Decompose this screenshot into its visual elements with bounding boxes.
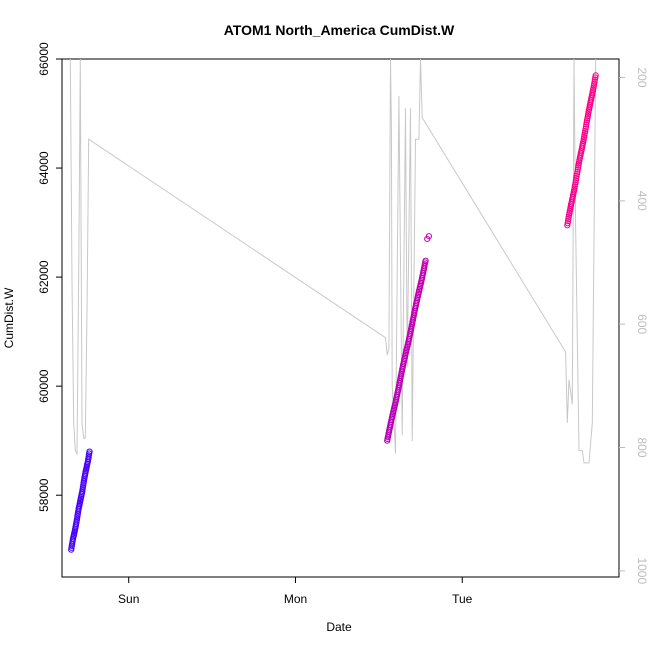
y2-tick-label: 1000 <box>635 557 649 584</box>
x-axis-title: Date <box>326 620 352 634</box>
y-axis-right: 200 400 600 800 1000 <box>619 67 649 584</box>
data-point <box>582 123 590 130</box>
y-tick-label: 62000 <box>37 260 51 294</box>
points-layer <box>68 72 599 553</box>
line-series-layer <box>69 58 597 464</box>
data-point <box>591 78 598 85</box>
y2-tick-label: 800 <box>635 437 649 457</box>
y-tick-label: 66000 <box>37 42 51 76</box>
data-point <box>425 233 432 240</box>
y-tick-label: 64000 <box>37 151 51 185</box>
y-axis-left: 58000 60000 62000 64000 66000 <box>37 42 62 512</box>
data-point <box>573 175 580 182</box>
y2-tick-label: 400 <box>635 191 649 211</box>
data-point <box>86 448 93 455</box>
y-tick-label: 58000 <box>37 478 51 512</box>
y-axis-title: CumDist.W <box>2 287 16 348</box>
data-point <box>422 257 429 264</box>
x-tick-label: Mon <box>284 592 307 606</box>
data-point <box>564 220 571 227</box>
x-axis: Sun Mon Tue <box>118 577 473 606</box>
line-series <box>69 58 597 464</box>
y2-tick-label: 200 <box>635 67 649 87</box>
y2-tick-label: 600 <box>635 314 649 334</box>
data-point <box>583 119 590 126</box>
plot-frame <box>61 58 620 578</box>
data-point <box>592 72 599 79</box>
y-tick-label: 60000 <box>37 369 51 403</box>
x-tick-label: Tue <box>452 592 473 606</box>
data-point <box>572 179 579 186</box>
data-point <box>574 168 581 175</box>
data-point <box>565 215 572 223</box>
chart-title: ATOM1 North_America CumDist.W <box>224 22 455 38</box>
x-tick-label: Sun <box>118 592 139 606</box>
